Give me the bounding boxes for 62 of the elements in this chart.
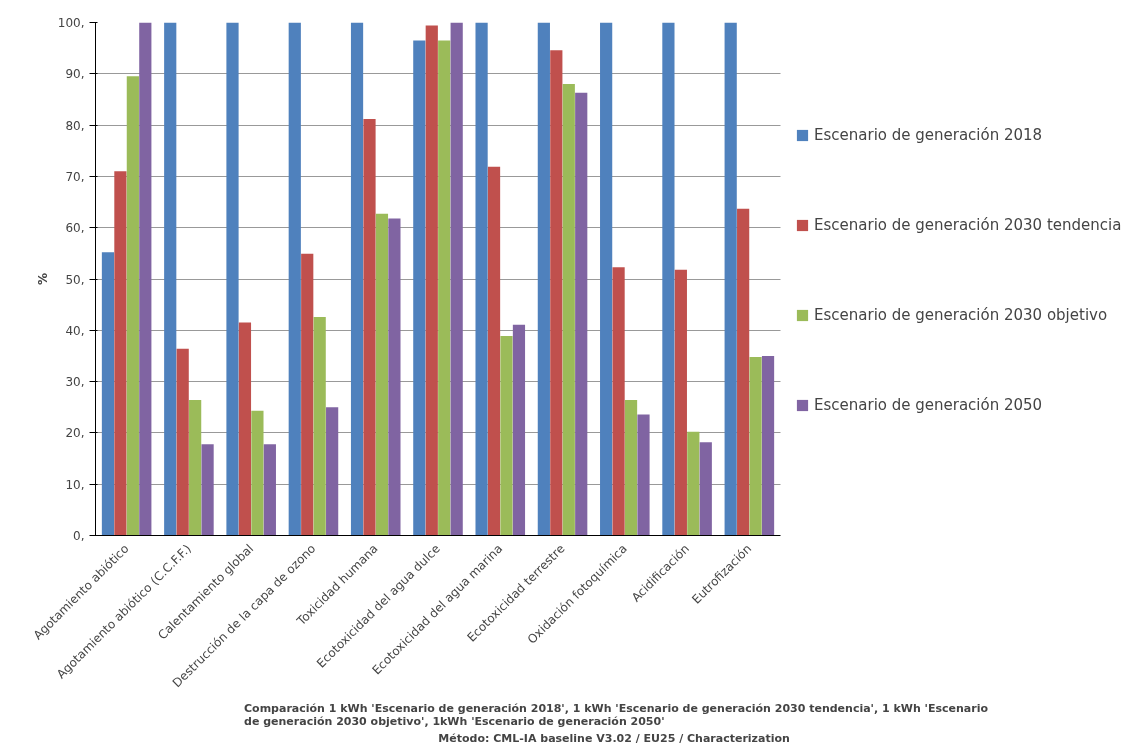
bar bbox=[487, 166, 501, 536]
bar bbox=[226, 22, 239, 536]
bar bbox=[301, 253, 314, 536]
bar bbox=[562, 84, 575, 536]
text: Comparación 1 kWh 'Escenario de generación 2018', 1 kWh 'Escenario de generación 2030 tendencia', 1 kWh 'Escenario de generación 2030 objetivo', 1kWh 'Escenario de generación 2050' bbox=[244, 701, 989, 728]
bar bbox=[624, 400, 638, 536]
bar bbox=[674, 269, 687, 536]
y-tick-label: 70, bbox=[65, 169, 85, 184]
y-tick-label: 90, bbox=[65, 67, 85, 82]
bar bbox=[699, 442, 712, 536]
bar bbox=[139, 22, 152, 536]
y-axis-title: % bbox=[35, 272, 50, 286]
bar bbox=[737, 208, 750, 536]
legend-label: Escenario de generación 2030 objetivo bbox=[814, 305, 1108, 325]
bar bbox=[238, 322, 252, 536]
bar bbox=[126, 76, 139, 536]
y-tick-label: 20, bbox=[65, 426, 85, 441]
bar bbox=[761, 355, 775, 536]
bar bbox=[512, 324, 526, 536]
bar bbox=[662, 22, 675, 536]
bar bbox=[537, 22, 550, 536]
bar bbox=[201, 444, 214, 536]
bar bbox=[413, 40, 426, 536]
text: Método: CML-IA baseline V3.02 / EU25 / Characterization bbox=[438, 731, 790, 745]
y-tick-label: 100, bbox=[57, 16, 85, 30]
y-tick-label: 10, bbox=[65, 477, 85, 492]
bar bbox=[612, 267, 625, 536]
bar bbox=[326, 407, 339, 536]
y-tick-label: 50, bbox=[65, 272, 85, 287]
bar bbox=[263, 444, 276, 536]
bar bbox=[350, 22, 364, 536]
bar bbox=[475, 22, 488, 536]
bar bbox=[313, 316, 326, 536]
legend-label: Escenario de generación 2030 tendencia bbox=[814, 215, 1122, 235]
bar bbox=[438, 40, 451, 536]
y-tick-label: 60, bbox=[65, 221, 85, 236]
bar bbox=[600, 22, 613, 536]
bar bbox=[500, 335, 513, 536]
bar bbox=[724, 22, 737, 536]
bar bbox=[164, 22, 177, 536]
bar bbox=[363, 118, 376, 536]
bar bbox=[550, 50, 563, 536]
bar bbox=[176, 348, 189, 536]
bar bbox=[575, 92, 588, 536]
y-tick-label: 0, bbox=[73, 529, 85, 543]
bar bbox=[450, 22, 463, 536]
bar bbox=[637, 414, 650, 536]
bar bbox=[687, 431, 700, 536]
bar bbox=[189, 400, 202, 536]
bar bbox=[288, 22, 301, 536]
y-tick-label: 40, bbox=[65, 323, 85, 338]
bar bbox=[114, 171, 127, 536]
legend-label: Escenario de generación 2050 bbox=[814, 395, 1043, 415]
bar bbox=[375, 213, 389, 536]
bar bbox=[425, 25, 438, 536]
bar bbox=[388, 218, 401, 536]
legend-label: Escenario de generación 2018 bbox=[814, 125, 1043, 145]
bar bbox=[101, 252, 115, 536]
bar bbox=[749, 356, 762, 536]
bar bbox=[251, 410, 264, 536]
y-tick-label: 30, bbox=[65, 375, 85, 390]
y-tick-label: 80, bbox=[65, 118, 85, 133]
